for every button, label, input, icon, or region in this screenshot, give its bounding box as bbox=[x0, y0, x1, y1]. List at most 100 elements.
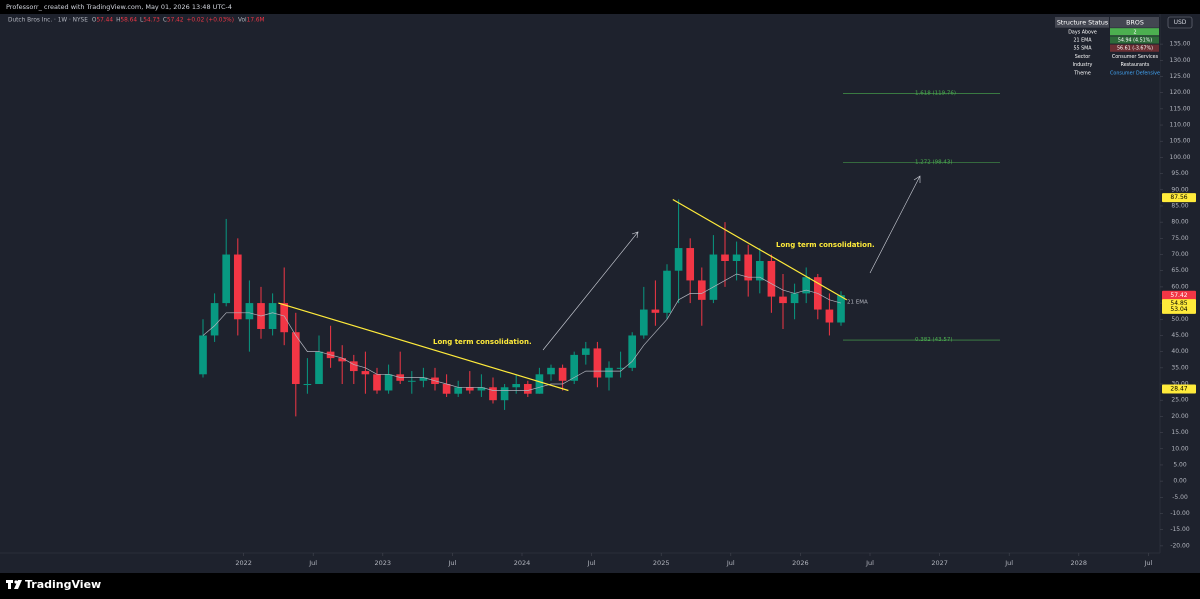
candle-body bbox=[338, 358, 347, 362]
price-badge-label: 28.47 bbox=[1170, 385, 1187, 392]
footer-logo-icon bbox=[6, 580, 22, 589]
candle-body bbox=[454, 387, 463, 394]
table-cell: Theme bbox=[1073, 70, 1091, 76]
arrow-head bbox=[631, 231, 639, 239]
arrow-head bbox=[913, 175, 921, 183]
x-tick-label: 2028 bbox=[1071, 559, 1088, 567]
candle-body bbox=[361, 371, 370, 375]
y-tick-label: 95.00 bbox=[1171, 170, 1188, 177]
y-tick-label: -20.00 bbox=[1170, 542, 1190, 549]
table-header-cell bbox=[1055, 17, 1109, 28]
candle-body bbox=[628, 335, 637, 368]
y-tick-label: -10.00 bbox=[1170, 510, 1190, 517]
candle-body bbox=[268, 303, 277, 329]
x-tick-label: 2023 bbox=[375, 559, 392, 567]
table-cell: 54.94 (4.51%) bbox=[1118, 37, 1152, 43]
table-cell: 21 EMA bbox=[1073, 37, 1092, 43]
legend-volume: 17.6M bbox=[247, 18, 265, 24]
candle-body bbox=[245, 303, 254, 320]
y-tick-label: 80.00 bbox=[1171, 219, 1188, 226]
candle-body bbox=[639, 309, 648, 336]
x-tick-label: Jul bbox=[726, 559, 735, 567]
table-header: Structure Status bbox=[1057, 19, 1108, 26]
x-tick-label: Jul bbox=[447, 559, 456, 567]
candle-body bbox=[477, 387, 486, 391]
y-tick-label: 85.00 bbox=[1171, 202, 1188, 209]
y-tick-label: 135.00 bbox=[1170, 41, 1191, 48]
candle-body bbox=[291, 332, 300, 385]
candle-body bbox=[303, 384, 312, 386]
candle-body bbox=[384, 374, 393, 391]
x-tick-label: 2024 bbox=[514, 559, 531, 567]
candle-body bbox=[779, 296, 787, 304]
legend-ohlc-value: 57.44 bbox=[96, 18, 113, 24]
legend-ohlc-label: H bbox=[116, 18, 120, 24]
candle-body bbox=[512, 384, 521, 388]
y-tick-label: 105.00 bbox=[1170, 138, 1191, 145]
y-tick-label: 25.00 bbox=[1171, 397, 1188, 404]
candle-body bbox=[349, 361, 358, 372]
candle-body bbox=[500, 387, 509, 401]
y-tick-label: 30.00 bbox=[1171, 381, 1188, 388]
y-tick-label: 60.00 bbox=[1171, 283, 1188, 290]
arrow bbox=[869, 175, 921, 274]
price-badge bbox=[1162, 304, 1196, 314]
table-cell: Days Above bbox=[1068, 29, 1097, 35]
y-tick-label: -5.00 bbox=[1172, 494, 1188, 501]
top-bar bbox=[0, 0, 1200, 14]
trendline bbox=[672, 198, 848, 301]
legend-ohlc-label: O bbox=[92, 18, 97, 24]
table-header-cell bbox=[1110, 17, 1159, 28]
price-badge-label: 54.85 bbox=[1170, 300, 1187, 307]
top-bar-text: Professorr_ created with TradingView.com… bbox=[6, 3, 232, 11]
candle-body bbox=[686, 248, 695, 281]
y-tick-label: 35.00 bbox=[1171, 364, 1188, 371]
legend-ohlc-label: C bbox=[163, 18, 167, 24]
candle-body bbox=[825, 309, 834, 323]
price-axis bbox=[1160, 14, 1200, 553]
price-badge-label: 87.56 bbox=[1170, 194, 1187, 201]
x-tick-label: Jul bbox=[1143, 559, 1152, 567]
candle-body bbox=[721, 254, 729, 262]
table-cell: Sector bbox=[1075, 54, 1090, 60]
y-tick-label: 120.00 bbox=[1170, 89, 1191, 96]
candle-body bbox=[605, 367, 613, 378]
annotation: Long term consolidation. bbox=[776, 241, 875, 249]
price-badge-label: 57.42 bbox=[1170, 292, 1187, 299]
candle-body bbox=[581, 348, 590, 355]
x-tick-label: 2025 bbox=[653, 559, 670, 567]
y-tick-label: 110.00 bbox=[1170, 122, 1191, 129]
candle-body bbox=[651, 309, 660, 313]
x-tick-label: Jul bbox=[308, 559, 317, 567]
y-tick-label: 20.00 bbox=[1171, 413, 1188, 420]
table-cell: 55 SMA bbox=[1073, 46, 1092, 52]
currency-box bbox=[1167, 16, 1193, 29]
y-tick-label: 115.00 bbox=[1170, 105, 1191, 112]
x-tick-label: Jul bbox=[587, 559, 596, 567]
x-tick-label: 2027 bbox=[931, 559, 948, 567]
candle-body bbox=[523, 384, 532, 394]
table-cell-bg bbox=[1110, 28, 1159, 36]
table-cell-bg bbox=[1110, 36, 1159, 44]
candle-body bbox=[210, 303, 219, 336]
candle-body bbox=[663, 270, 671, 313]
y-tick-label: 45.00 bbox=[1171, 332, 1188, 339]
table-cell: Restaurants bbox=[1121, 62, 1150, 68]
time-axis bbox=[0, 553, 1200, 573]
footer-logo: TradingView bbox=[25, 578, 101, 591]
table-cell: 56.61 (-3.67%) bbox=[1117, 46, 1153, 52]
arrow bbox=[542, 231, 639, 351]
y-tick-label: 5.00 bbox=[1173, 461, 1187, 468]
candle-body bbox=[837, 295, 845, 323]
ema-label: 21 EMA bbox=[847, 300, 868, 306]
x-tick-label: Jul bbox=[1004, 559, 1013, 567]
candle-body bbox=[419, 377, 428, 381]
y-tick-label: -15.00 bbox=[1170, 526, 1190, 533]
y-tick-label: 100.00 bbox=[1170, 154, 1191, 161]
legend-ohlc-label: L bbox=[140, 18, 144, 24]
legend-volume-label: Vol bbox=[238, 18, 247, 24]
candle-body bbox=[222, 254, 231, 304]
legend-ohlc-value: 58.64 bbox=[120, 18, 137, 24]
currency: USD bbox=[1174, 19, 1187, 26]
fib-label: 0.382 (43.57) bbox=[915, 337, 953, 343]
